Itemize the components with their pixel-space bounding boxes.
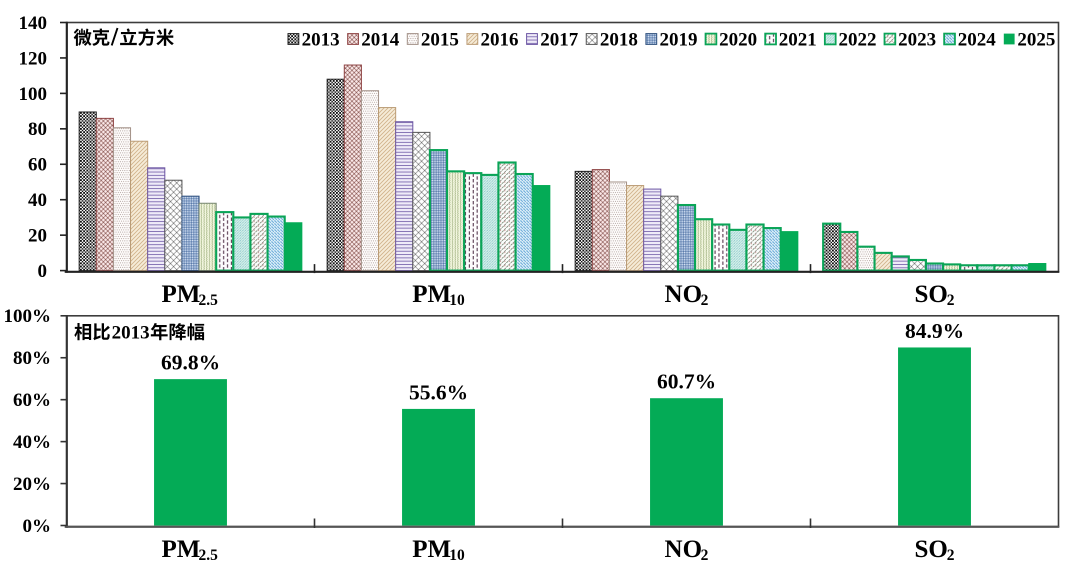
svg-text:2: 2 bbox=[701, 292, 709, 309]
svg-text:69.8%: 69.8% bbox=[161, 351, 220, 375]
svg-text:84.9%: 84.9% bbox=[905, 319, 964, 343]
svg-text:2019: 2019 bbox=[660, 29, 698, 50]
svg-text:SO: SO bbox=[915, 536, 948, 563]
svg-text:60: 60 bbox=[28, 155, 47, 176]
svg-text:2: 2 bbox=[947, 547, 955, 563]
svg-text:80: 80 bbox=[28, 119, 47, 140]
svg-text:40%: 40% bbox=[13, 432, 51, 453]
svg-text:2.5: 2.5 bbox=[199, 292, 219, 309]
svg-text:2014: 2014 bbox=[361, 29, 400, 50]
svg-text:2018: 2018 bbox=[600, 29, 638, 50]
svg-text:20%: 20% bbox=[13, 474, 51, 495]
svg-text:NO: NO bbox=[665, 281, 703, 308]
svg-text:40: 40 bbox=[28, 190, 47, 211]
svg-text:2.5: 2.5 bbox=[199, 547, 219, 563]
svg-text:20: 20 bbox=[28, 226, 47, 247]
svg-text:0: 0 bbox=[38, 261, 48, 282]
svg-text:PM: PM bbox=[161, 536, 200, 563]
svg-text:NO: NO bbox=[665, 536, 703, 563]
svg-text:2022: 2022 bbox=[838, 29, 876, 50]
svg-text:2: 2 bbox=[947, 292, 955, 309]
svg-text:0%: 0% bbox=[23, 516, 52, 537]
svg-text:2013: 2013 bbox=[112, 323, 150, 344]
svg-text:2015: 2015 bbox=[421, 29, 459, 50]
svg-text:2020: 2020 bbox=[719, 29, 757, 50]
svg-text:10: 10 bbox=[449, 547, 465, 563]
svg-text:PM: PM bbox=[412, 536, 451, 563]
svg-text:SO: SO bbox=[915, 281, 948, 308]
svg-text:2: 2 bbox=[701, 547, 709, 563]
svg-text:10: 10 bbox=[449, 292, 465, 309]
svg-text:100%: 100% bbox=[4, 306, 52, 327]
svg-text:60%: 60% bbox=[13, 390, 51, 411]
svg-text:2023: 2023 bbox=[898, 29, 936, 50]
svg-text:PM: PM bbox=[161, 281, 200, 308]
svg-text:2024: 2024 bbox=[958, 29, 997, 50]
svg-text:60.7%: 60.7% bbox=[657, 370, 716, 394]
svg-text:55.6%: 55.6% bbox=[409, 380, 468, 404]
svg-text:PM: PM bbox=[412, 281, 451, 308]
svg-text:2013: 2013 bbox=[302, 29, 340, 50]
svg-text:2016: 2016 bbox=[481, 29, 519, 50]
svg-text:120: 120 bbox=[19, 48, 48, 69]
svg-text:140: 140 bbox=[19, 13, 48, 34]
svg-text:2021: 2021 bbox=[779, 29, 817, 50]
svg-text:100: 100 bbox=[19, 84, 48, 105]
svg-text:2025: 2025 bbox=[1017, 29, 1055, 50]
svg-text:2017: 2017 bbox=[540, 29, 579, 50]
svg-text:80%: 80% bbox=[13, 348, 51, 369]
